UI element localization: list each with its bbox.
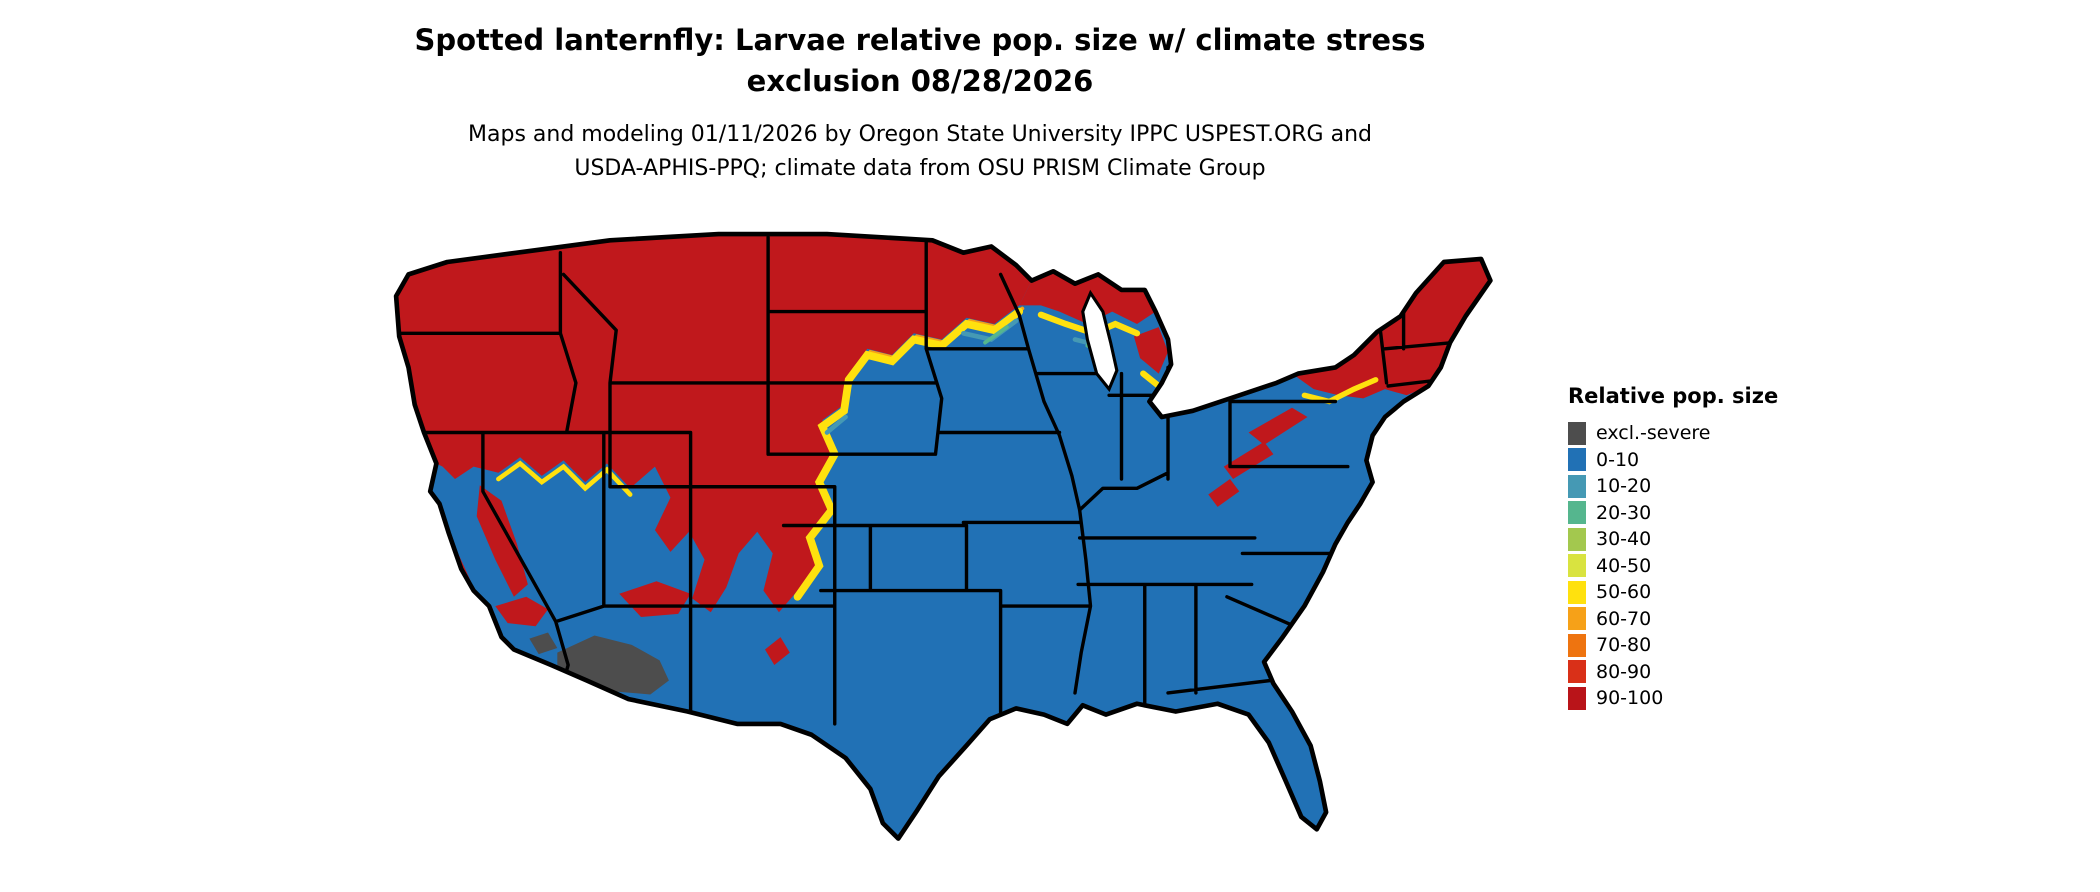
legend-item-label: excl.-severe — [1596, 422, 1711, 445]
legend-swatch — [1568, 448, 1586, 472]
high-pop-appalachian-streak — [1223, 441, 1274, 479]
legend-item-label: 40-50 — [1596, 554, 1652, 577]
map-raster-layers — [396, 234, 1491, 839]
lake-michigan — [1081, 289, 1119, 393]
legend-item-label: 80-90 — [1596, 660, 1652, 683]
legend-item-label: 0-10 — [1596, 448, 1640, 471]
map-subtitle-line2: USDA-APHIS-PPQ; climate data from OSU PR… — [574, 156, 1266, 181]
legend-item-label: 60-70 — [1596, 607, 1652, 630]
legend-item: 30-40 — [1568, 526, 1888, 553]
legend-item-label: 20-30 — [1596, 501, 1652, 524]
legend-item: 90-100 — [1568, 685, 1888, 712]
yellow-transition-fringe-west — [496, 460, 633, 497]
legend-item: 60-70 — [1568, 606, 1888, 633]
high-pop-region-north-michigan — [1133, 327, 1168, 374]
us-map — [300, 200, 1540, 882]
high-pop-socal-ranges — [495, 596, 548, 627]
legend-item-label: 50-60 — [1596, 581, 1652, 604]
legend-swatch — [1568, 501, 1586, 525]
high-pop-region-northwest — [396, 234, 1032, 613]
us-map-svg — [300, 200, 1540, 882]
excluded-severe-region-small — [529, 632, 558, 655]
legend-swatch — [1568, 580, 1586, 604]
map-title-line2: exclusion 08/28/2026 — [746, 64, 1094, 98]
legend-item-label: 10-20 — [1596, 475, 1652, 498]
legend-item: excl.-severe — [1568, 420, 1888, 447]
high-pop-sierra-nevada — [476, 485, 528, 597]
legend-title: Relative pop. size — [1568, 384, 1779, 408]
legend-swatch — [1568, 660, 1586, 684]
legend-item-label: 30-40 — [1596, 528, 1652, 551]
legend-item: 40-50 — [1568, 553, 1888, 580]
legend-swatch — [1568, 554, 1586, 578]
excluded-severe-region — [557, 635, 669, 695]
legend: Relative pop. size excl.-severe 0-10 10-… — [1568, 384, 1888, 712]
legend-swatch — [1568, 686, 1586, 710]
legend-item: 50-60 — [1568, 579, 1888, 606]
high-pop-appalachian-streak — [1248, 407, 1308, 445]
legend-swatch — [1568, 607, 1586, 631]
legend-item: 80-90 — [1568, 659, 1888, 686]
legend-item-label: 70-80 — [1596, 634, 1652, 657]
high-pop-nm-patch — [765, 637, 790, 665]
legend-swatch — [1568, 527, 1586, 551]
high-pop-appalachian-streak — [1208, 479, 1240, 507]
legend-item: 20-30 — [1568, 500, 1888, 527]
map-subtitle: Maps and modeling 01/11/2026 by Oregon S… — [0, 118, 1840, 186]
legend-swatch — [1568, 474, 1586, 498]
map-subtitle-line1: Maps and modeling 01/11/2026 by Oregon S… — [468, 122, 1372, 147]
legend-swatch — [1568, 421, 1586, 445]
legend-item: 70-80 — [1568, 632, 1888, 659]
high-pop-arizona-rim — [619, 581, 691, 617]
yellow-transition-fringe-northeast — [1301, 377, 1379, 405]
legend-swatch — [1568, 633, 1586, 657]
legend-item: 10-20 — [1568, 473, 1888, 500]
map-title-line1: Spotted lanternfly: Larvae relative pop.… — [414, 23, 1426, 57]
legend-item: 0-10 — [1568, 447, 1888, 474]
state-borders — [397, 235, 1455, 726]
map-title: Spotted lanternfly: Larvae relative pop.… — [0, 20, 1840, 102]
legend-item-label: 90-100 — [1596, 687, 1664, 710]
